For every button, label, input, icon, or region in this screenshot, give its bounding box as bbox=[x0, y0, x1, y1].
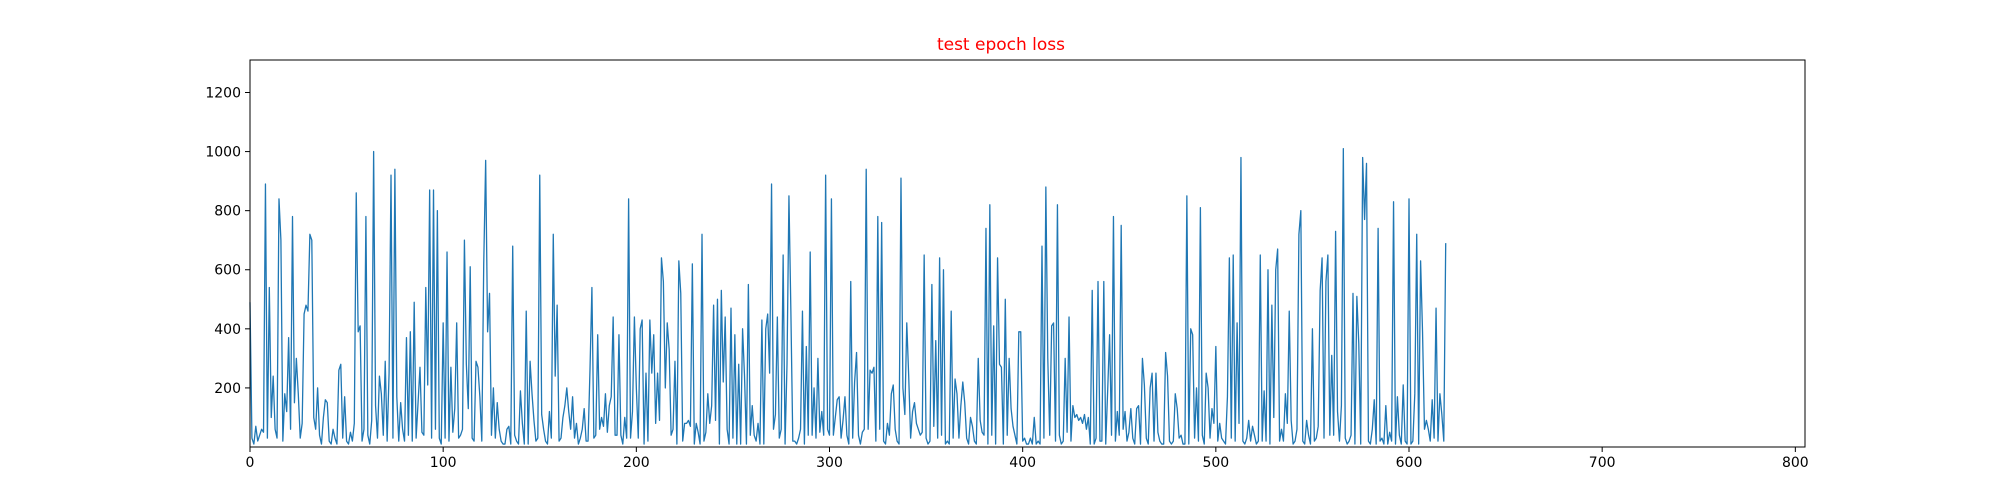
y-tick-label: 1000 bbox=[205, 145, 241, 161]
x-tick-label: 100 bbox=[430, 455, 457, 471]
y-tick-label: 200 bbox=[214, 381, 241, 397]
x-tick-label: 300 bbox=[816, 455, 843, 471]
plot-area bbox=[249, 147, 1447, 445]
x-tick-label: 600 bbox=[1396, 455, 1423, 471]
y-tick-label: 800 bbox=[214, 204, 241, 220]
series-line-0 bbox=[249, 147, 1447, 445]
y-tick-label: 600 bbox=[214, 263, 241, 279]
chart-title: test epoch loss bbox=[937, 35, 1065, 55]
y-axis: 200 400 600 800 1000 1200 bbox=[205, 85, 250, 397]
x-tick-label: 0 bbox=[246, 455, 255, 471]
x-tick-label: 700 bbox=[1589, 455, 1616, 471]
x-tick-label: 400 bbox=[1009, 455, 1036, 471]
x-tick-label: 500 bbox=[1202, 455, 1229, 471]
y-tick-label: 1200 bbox=[205, 85, 241, 101]
x-tick-label: 200 bbox=[623, 455, 650, 471]
y-tick-label: 400 bbox=[214, 322, 241, 338]
axes-frame bbox=[249, 59, 1806, 448]
x-axis: 0 100 200 300 400 500 600 700 800 bbox=[246, 447, 1809, 471]
x-tick-label: 800 bbox=[1782, 455, 1809, 471]
